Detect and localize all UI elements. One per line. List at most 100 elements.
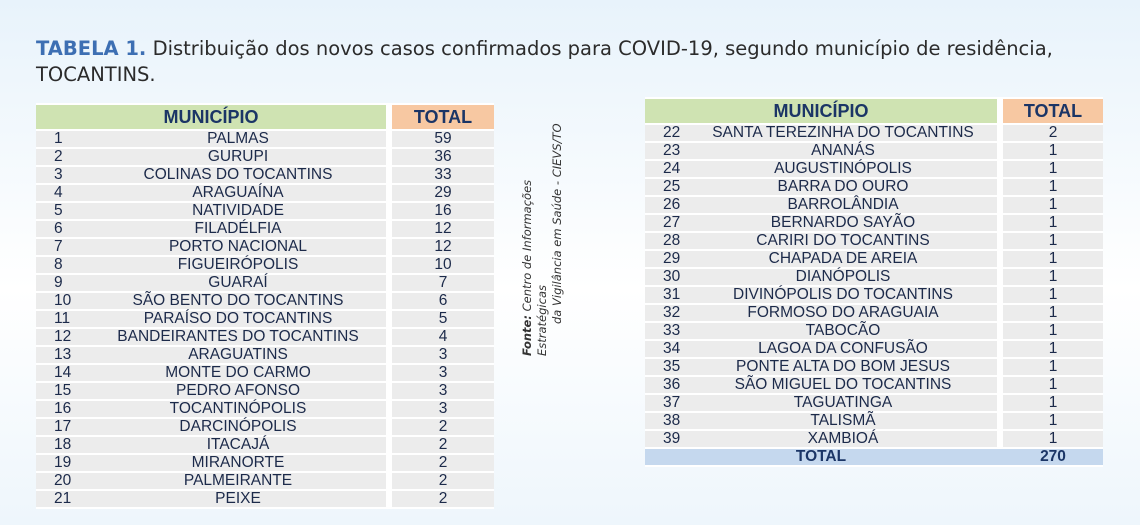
municipio-header: MUNICÍPIO [645,99,997,123]
municipio-name: CARIRI DO TOCANTINS [689,233,997,249]
table-row: 26 BARROLÂNDIA 1 [645,197,1103,213]
row-number: 37 [645,395,689,411]
table-title: TABELA 1. Distribuição dos novos casos c… [36,36,1106,88]
row-number: 36 [645,377,689,393]
table-row: 5 NATIVIDADE 16 [36,203,494,219]
table-row: 32 FORMOSO DO ARAGUAIA 1 [645,305,1103,321]
municipio-name: AUGUSTINÓPOLIS [689,161,997,177]
table-row: 36 SÃO MIGUEL DO TOCANTINS 1 [645,377,1103,393]
case-total: 10 [392,257,494,273]
case-total: 2 [392,473,494,489]
case-total: 1 [1003,179,1103,195]
total-header: TOTAL [1003,99,1103,123]
case-total: 3 [392,401,494,417]
table-row: 18 ITACAJÁ 2 [36,437,494,453]
row-number: 1 [36,131,90,147]
municipio-name: TOCANTINÓPOLIS [90,401,386,417]
table-row: 20 PALMEIRANTE 2 [36,473,494,489]
municipio-name: TABOCÃO [689,323,997,339]
municipio-name: BERNARDO SAYÃO [689,215,997,231]
table-row: 39 XAMBIOÁ 1 [645,431,1103,447]
total-header: TOTAL [392,105,494,129]
municipio-name: PEIXE [90,491,386,507]
table-row: 1 PALMAS 59 [36,131,494,147]
row-number: 7 [36,239,90,255]
table-row: 35 PONTE ALTA DO BOM JESUS 1 [645,359,1103,375]
row-number: 8 [36,257,90,273]
case-total: 1 [1003,341,1103,357]
row-number: 32 [645,305,689,321]
municipio-name: CHAPADA DE AREIA [689,251,997,267]
table-row: 28 CARIRI DO TOCANTINS 1 [645,233,1103,249]
case-total: 2 [1003,125,1103,141]
row-number: 16 [36,401,90,417]
table-title-text: Distribuição dos novos casos confirmados… [36,37,1053,86]
case-total: 1 [1003,215,1103,231]
table-row: 11 PARAÍSO DO TOCANTINS 5 [36,311,494,327]
table-row: 17 DARCINÓPOLIS 2 [36,419,494,435]
case-total: 2 [392,437,494,453]
case-total: 3 [392,365,494,381]
municipio-header: MUNICÍPIO [36,105,386,129]
municipio-name: FORMOSO DO ARAGUAIA [689,305,997,321]
case-total: 16 [392,203,494,219]
table-row: 8 FIGUEIRÓPOLIS 10 [36,257,494,273]
table-row: 21 PEIXE 2 [36,491,494,507]
table-row: 16 TOCANTINÓPOLIS 3 [36,401,494,417]
row-number: 14 [36,365,90,381]
municipio-name: ARAGUAÍNA [90,185,386,201]
case-total: 12 [392,221,494,237]
source-label: Fonte: [520,315,534,356]
row-number: 17 [36,419,90,435]
case-total: 6 [392,293,494,309]
municipio-name: BANDEIRANTES DO TOCANTINS [90,329,386,345]
total-value: 270 [1003,449,1103,465]
row-number: 22 [645,125,689,141]
table-row: 34 LAGOA DA CONFUSÃO 1 [645,341,1103,357]
row-number: 13 [36,347,90,363]
row-number: 15 [36,383,90,399]
case-total: 1 [1003,143,1103,159]
row-number: 10 [36,293,90,309]
municipio-name: ANANÁS [689,143,997,159]
left-table-body: 1 PALMAS 59 2 GURUPI 36 3 COLINAS DO TOCANTINS 3… [36,131,494,507]
case-total: 2 [392,419,494,435]
row-number: 21 [36,491,90,507]
table-row: 6 FILADÉLFIA 12 [36,221,494,237]
case-total: 33 [392,167,494,183]
municipio-name: MIRANORTE [90,455,386,471]
municipio-name: XAMBIOÁ [689,431,997,447]
case-total: 36 [392,149,494,165]
municipio-name: DIVINÓPOLIS DO TOCANTINS [689,287,997,303]
row-number: 2 [36,149,90,165]
table-row: 29 CHAPADA DE AREIA 1 [645,251,1103,267]
row-number: 31 [645,287,689,303]
municipio-name: PALMEIRANTE [90,473,386,489]
case-total: 3 [392,347,494,363]
case-total: 29 [392,185,494,201]
source-line2: da Vigilância em Saúde - CIEVS/TO [550,123,564,324]
table-row: 12 BANDEIRANTES DO TOCANTINS 4 [36,329,494,345]
table-row: 33 TABOCÃO 1 [645,323,1103,339]
municipio-name: TALISMÃ [689,413,997,429]
table-row: 37 TAGUATINGA 1 [645,395,1103,411]
municipio-name: LAGOA DA CONFUSÃO [689,341,997,357]
row-number: 38 [645,413,689,429]
row-number: 24 [645,161,689,177]
row-number: 18 [36,437,90,453]
case-total: 1 [1003,251,1103,267]
row-number: 27 [645,215,689,231]
municipio-name: PONTE ALTA DO BOM JESUS [689,359,997,375]
table-row: 14 MONTE DO CARMO 3 [36,365,494,381]
case-total: 1 [1003,287,1103,303]
case-total: 1 [1003,233,1103,249]
municipio-name: SÃO BENTO DO TOCANTINS [90,293,386,309]
municipio-name: DARCINÓPOLIS [90,419,386,435]
table-row: 23 ANANÁS 1 [645,143,1103,159]
table-row: 15 PEDRO AFONSO 3 [36,383,494,399]
row-number: 19 [36,455,90,471]
table-row: 30 DIANÓPOLIS 1 [645,269,1103,285]
case-total: 1 [1003,395,1103,411]
row-number: 33 [645,323,689,339]
row-number: 20 [36,473,90,489]
